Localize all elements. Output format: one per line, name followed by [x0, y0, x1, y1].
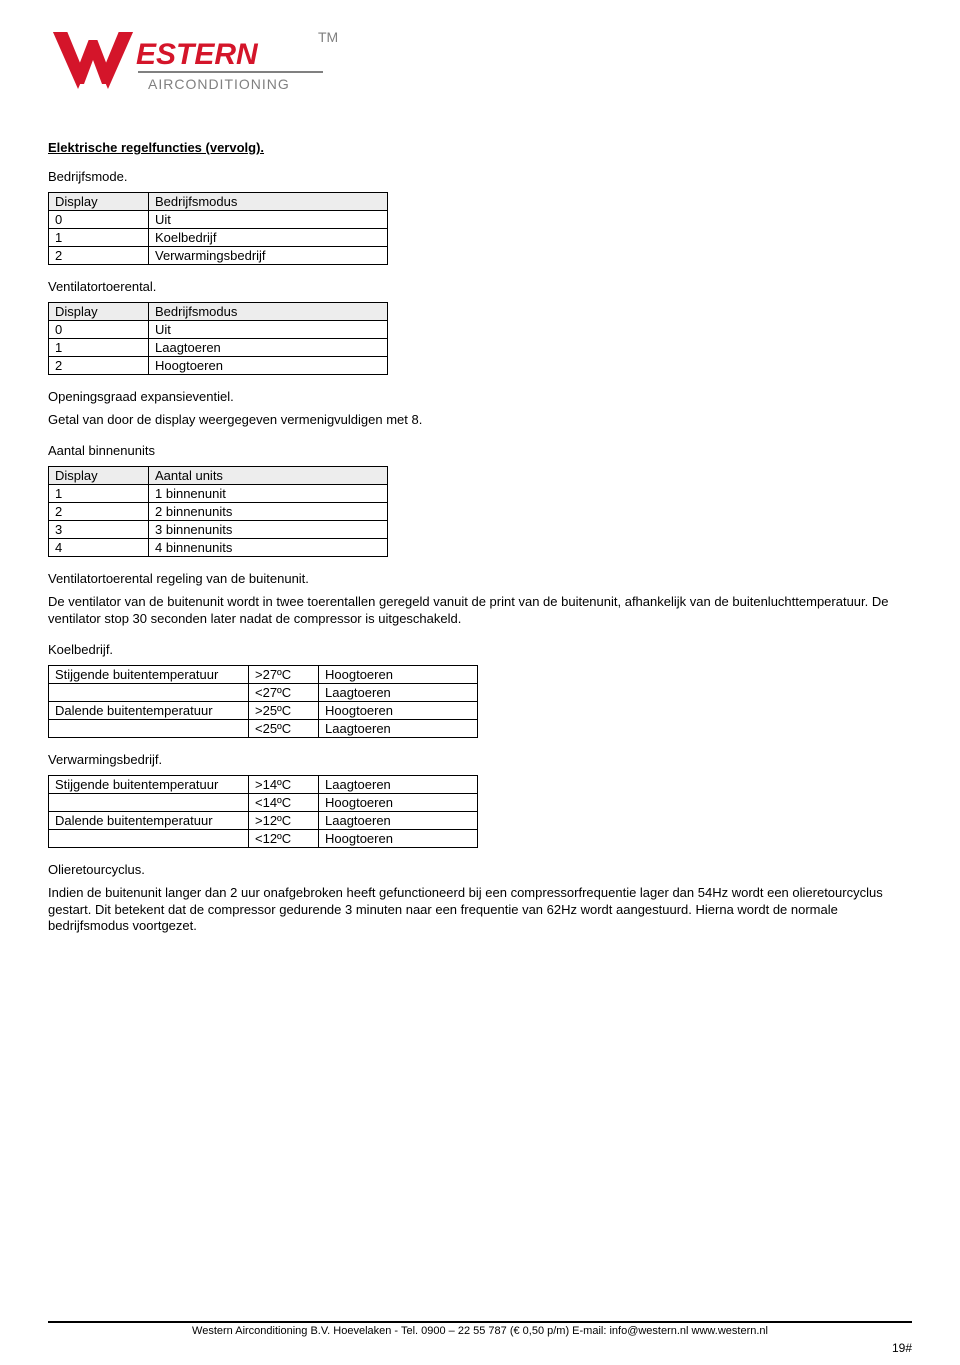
td: Dalende buitentemperatuur: [49, 701, 249, 719]
td: Hoogtoeren: [319, 793, 478, 811]
td: Hoogtoeren: [319, 665, 478, 683]
td: 3: [49, 520, 149, 538]
td: [49, 829, 249, 847]
td: Laagtoeren: [319, 811, 478, 829]
table-binnenunits: DisplayAantal units 11 binnenunit 22 bin…: [48, 466, 388, 557]
td: 1: [49, 484, 149, 502]
td: 4: [49, 538, 149, 556]
td: 0: [49, 211, 149, 229]
td: [49, 719, 249, 737]
th: Display: [49, 193, 149, 211]
th: Bedrijfsmodus: [149, 193, 388, 211]
table-bedrijfsmode: DisplayBedrijfsmodus 0Uit 1Koelbedrijf 2…: [48, 192, 388, 265]
td: Dalende buitentemperatuur: [49, 811, 249, 829]
td: >27ºC: [249, 665, 319, 683]
td: Laagtoeren: [319, 775, 478, 793]
th: Aantal units: [149, 466, 388, 484]
td: Uit: [149, 321, 388, 339]
sec2-title: Ventilatortoerental.: [48, 279, 912, 294]
td: Koelbedrijf: [149, 229, 388, 247]
td: >25ºC: [249, 701, 319, 719]
page-heading: Elektrische regelfuncties (vervolg).: [48, 140, 912, 155]
td: <14ºC: [249, 793, 319, 811]
sec5-text: De ventilator van de buitenunit wordt in…: [48, 594, 912, 628]
sec5-title: Ventilatortoerental regeling van de buit…: [48, 571, 912, 586]
table-verwarmingsbedrijf: Stijgende buitentemperatuur>14ºCLaagtoer…: [48, 775, 478, 848]
sec3-title: Openingsgraad expansieventiel.: [48, 389, 912, 404]
td: 2: [49, 502, 149, 520]
td: 1: [49, 339, 149, 357]
td: 2 binnenunits: [149, 502, 388, 520]
td: Laagtoeren: [149, 339, 388, 357]
td: 2: [49, 247, 149, 265]
td: 1 binnenunit: [149, 484, 388, 502]
td: 4 binnenunits: [149, 538, 388, 556]
footer-text: Western Airconditioning B.V. Hoevelaken …: [48, 1325, 912, 1337]
th: Bedrijfsmodus: [149, 303, 388, 321]
td: 0: [49, 321, 149, 339]
sec8-title: Olieretourcyclus.: [48, 862, 912, 877]
brand-logo: ESTERN TM AIRCONDITIONING: [48, 24, 912, 104]
sec8-text: Indien de buitenunit langer dan 2 uur on…: [48, 885, 912, 936]
table-koelbedrijf: Stijgende buitentemperatuur>27ºCHoogtoer…: [48, 665, 478, 738]
table-ventilatortoerental: DisplayBedrijfsmodus 0Uit 1Laagtoeren 2H…: [48, 302, 388, 375]
sec4-title: Aantal binnenunits: [48, 443, 912, 458]
td: 1: [49, 229, 149, 247]
td: Stijgende buitentemperatuur: [49, 775, 249, 793]
td: Hoogtoeren: [319, 829, 478, 847]
td: Hoogtoeren: [319, 701, 478, 719]
td: Stijgende buitentemperatuur: [49, 665, 249, 683]
td: >14ºC: [249, 775, 319, 793]
td: Hoogtoeren: [149, 357, 388, 375]
sec6-title: Koelbedrijf.: [48, 642, 912, 657]
td: 2: [49, 357, 149, 375]
th: Display: [49, 466, 149, 484]
svg-text:TM: TM: [318, 29, 338, 45]
td: [49, 683, 249, 701]
brand-subtitle: AIRCONDITIONING: [148, 76, 290, 92]
page-footer: Western Airconditioning B.V. Hoevelaken …: [48, 1321, 912, 1337]
td: <25ºC: [249, 719, 319, 737]
td: <27ºC: [249, 683, 319, 701]
td: >12ºC: [249, 811, 319, 829]
td: Uit: [149, 211, 388, 229]
td: Laagtoeren: [319, 719, 478, 737]
td: Verwarmingsbedrijf: [149, 247, 388, 265]
td: <12ºC: [249, 829, 319, 847]
th: Display: [49, 303, 149, 321]
sec3-text: Getal van door de display weergegeven ve…: [48, 412, 912, 429]
td: 3 binnenunits: [149, 520, 388, 538]
brand-text: ESTERN: [136, 38, 259, 71]
page-number: 19#: [892, 1341, 912, 1355]
sec1-title: Bedrijfsmode.: [48, 169, 912, 184]
td: [49, 793, 249, 811]
sec7-title: Verwarmingsbedrijf.: [48, 752, 912, 767]
td: Laagtoeren: [319, 683, 478, 701]
